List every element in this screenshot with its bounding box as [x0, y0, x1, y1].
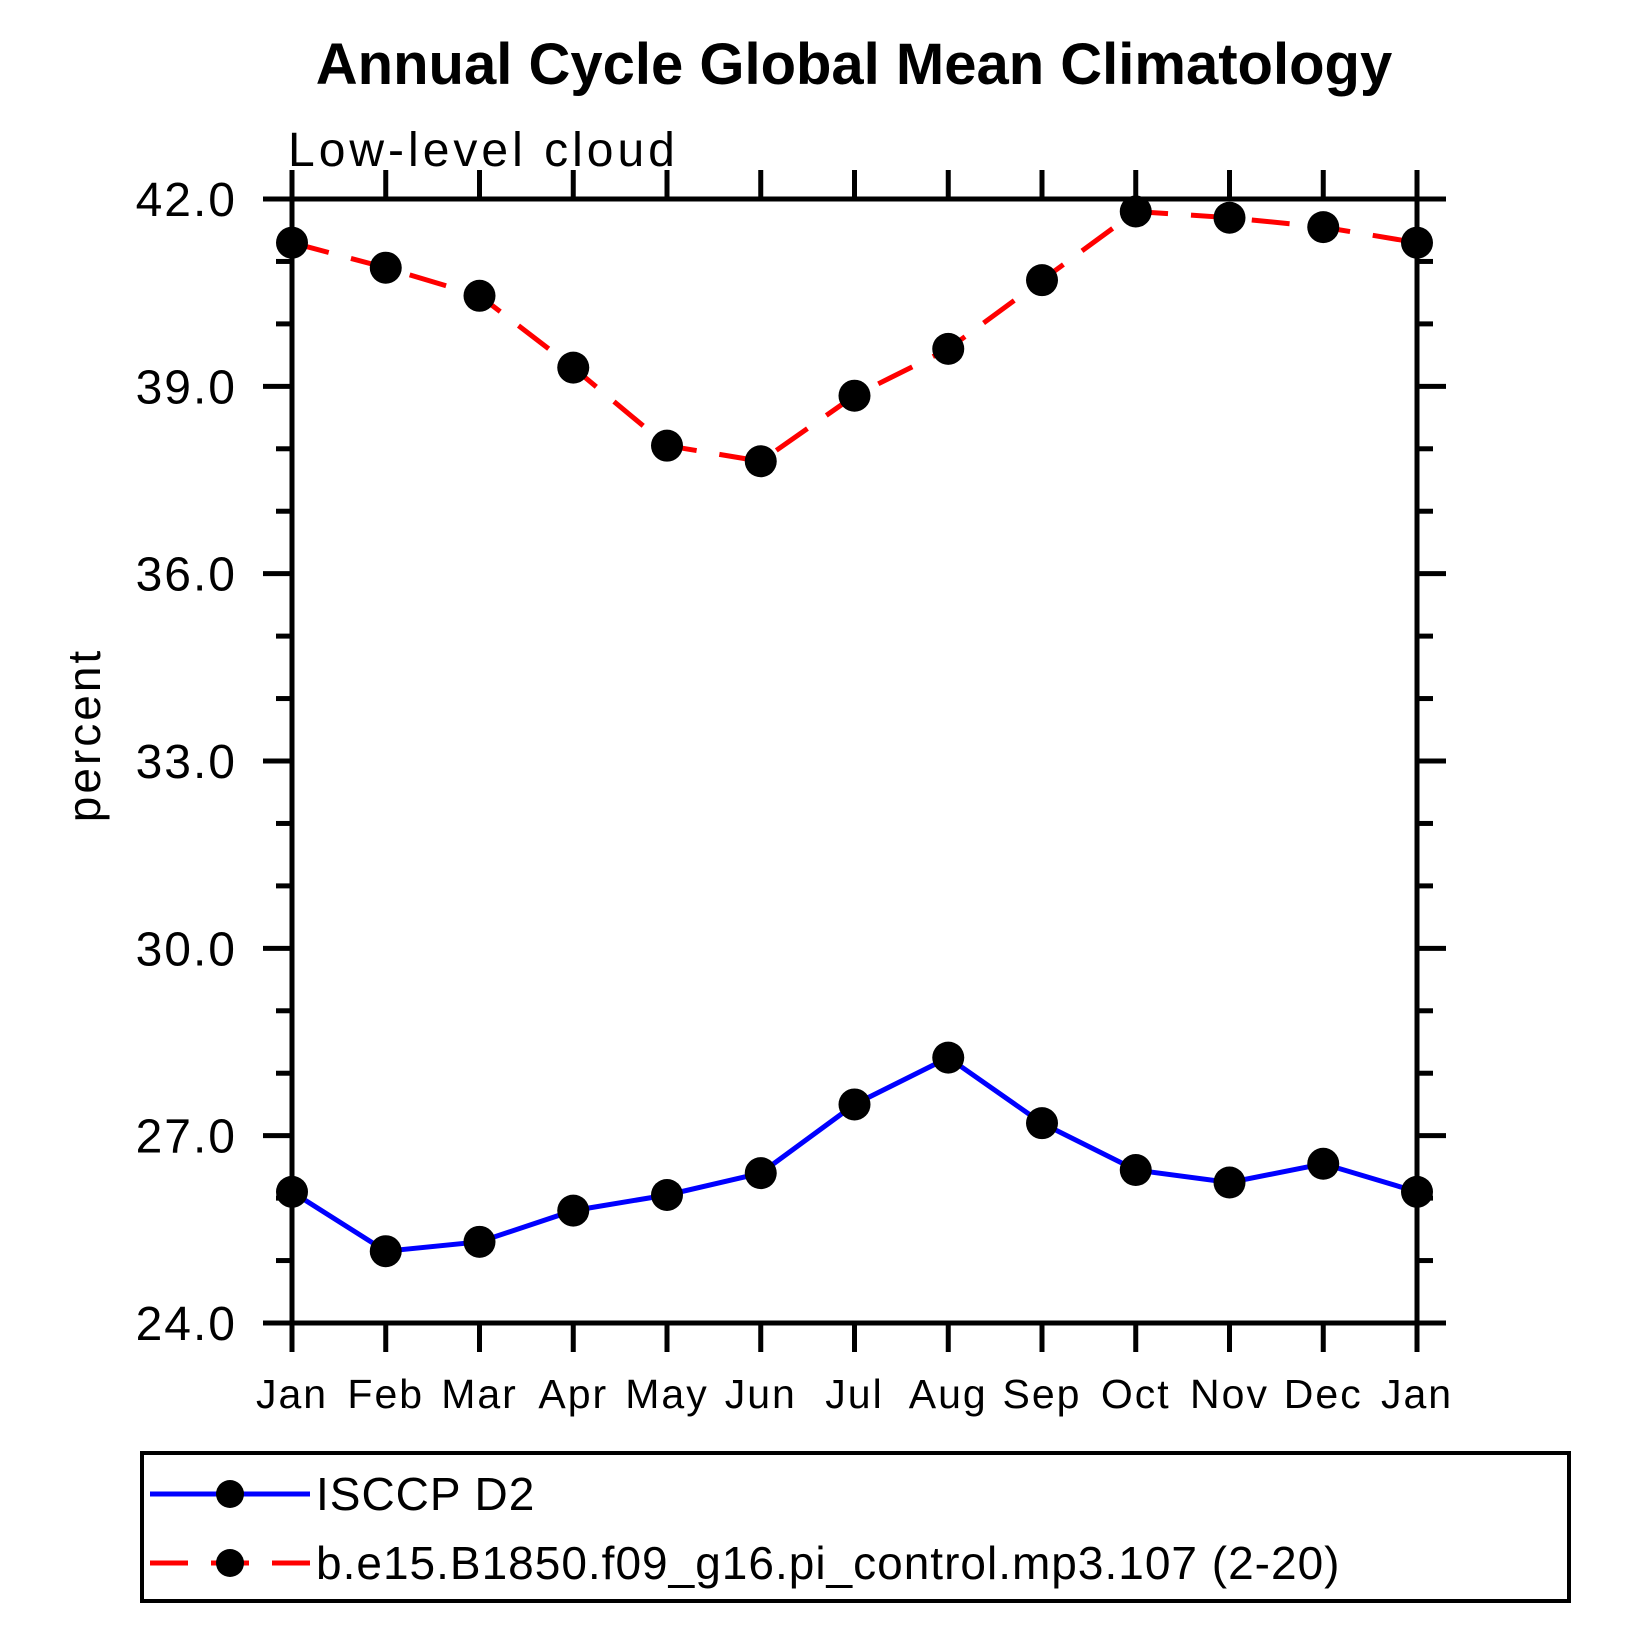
y-tick-label: 24.0 — [136, 1298, 237, 1351]
legend-entry-isccp: ISCCP D2 — [150, 1468, 535, 1520]
y-tick-label: 27.0 — [136, 1111, 237, 1164]
series-1-marker — [1119, 195, 1152, 228]
y-tick-label: 42.0 — [136, 174, 237, 227]
series-0-marker — [744, 1157, 777, 1190]
series-0-marker — [651, 1178, 683, 1211]
series-0-marker — [557, 1194, 590, 1227]
x-tick-label: May — [625, 1371, 708, 1417]
x-tick-label: Jun — [725, 1371, 797, 1417]
x-tick-label: Sep — [1003, 1371, 1082, 1417]
series-1-marker — [1307, 211, 1340, 244]
series-1-marker — [838, 379, 871, 412]
legend-box — [140, 1451, 1571, 1603]
series-1-marker — [557, 351, 590, 384]
y-tick-label: 39.0 — [136, 361, 237, 414]
y-tick-label: 30.0 — [136, 923, 237, 976]
x-tick-label: Oct — [1101, 1371, 1171, 1417]
legend-marker-circle-icon — [216, 1549, 244, 1577]
legend: ISCCP D2 b.e15.B1850.f09_g16.pi_control.… — [140, 1451, 1571, 1603]
series-1-marker — [651, 429, 683, 462]
plot-frame — [289, 196, 1420, 1326]
series-1-marker — [744, 445, 777, 478]
series-0-marker — [276, 1175, 308, 1208]
series-0-marker — [838, 1088, 871, 1121]
series-0-marker — [1119, 1154, 1152, 1187]
legend-label-0: ISCCP D2 — [316, 1468, 535, 1520]
series-1-marker — [276, 226, 308, 259]
series-line-1 — [291, 208, 1418, 464]
plot-area: 24.0 27.0 30.0 33.0 36.0 39.0 42.0 Jan Feb Mar Apr… — [136, 170, 1453, 1417]
series-0-marker — [1213, 1166, 1246, 1199]
x-tick-label: Jan — [1381, 1371, 1453, 1417]
series-1-marker — [369, 251, 402, 284]
series-1-marker — [463, 279, 496, 312]
series-0-marker — [932, 1041, 965, 1074]
x-tick-label: Jan — [256, 1371, 328, 1417]
legend-label-1: b.e15.B1850.f09_g16.pi_control.mp3.107 (… — [316, 1537, 1340, 1589]
series-1-marker — [1026, 264, 1058, 297]
chart-title: Annual Cycle Global Mean Climatology — [316, 32, 1392, 97]
series-1-marker — [1401, 226, 1433, 259]
legend-entry-model: b.e15.B1850.f09_g16.pi_control.mp3.107 (… — [150, 1537, 1340, 1589]
x-tick-label: Jul — [825, 1371, 883, 1417]
series-0-marker — [1307, 1147, 1340, 1180]
x-tick-label: Aug — [909, 1371, 988, 1417]
x-tick-label: Mar — [441, 1371, 518, 1417]
x-tick-label: Apr — [538, 1371, 608, 1417]
series-1-marker — [932, 332, 965, 365]
series-0-marker — [369, 1235, 402, 1268]
series-1-marker — [1213, 201, 1246, 234]
legend-marker-circle-icon — [216, 1480, 244, 1508]
x-tick-label: Feb — [347, 1371, 424, 1417]
x-tick-label: Nov — [1190, 1371, 1269, 1417]
chart-subtitle: Low-level cloud — [288, 124, 679, 177]
y-tick-label: 33.0 — [136, 736, 237, 789]
series-0-marker — [1026, 1107, 1058, 1140]
x-tick-label: Dec — [1284, 1371, 1363, 1417]
series-0-marker — [463, 1225, 496, 1258]
series-0-marker — [1401, 1175, 1433, 1208]
series-line-0 — [290, 1054, 1418, 1254]
y-tick-label: 36.0 — [136, 549, 237, 602]
y-axis-label: percent — [58, 648, 110, 822]
